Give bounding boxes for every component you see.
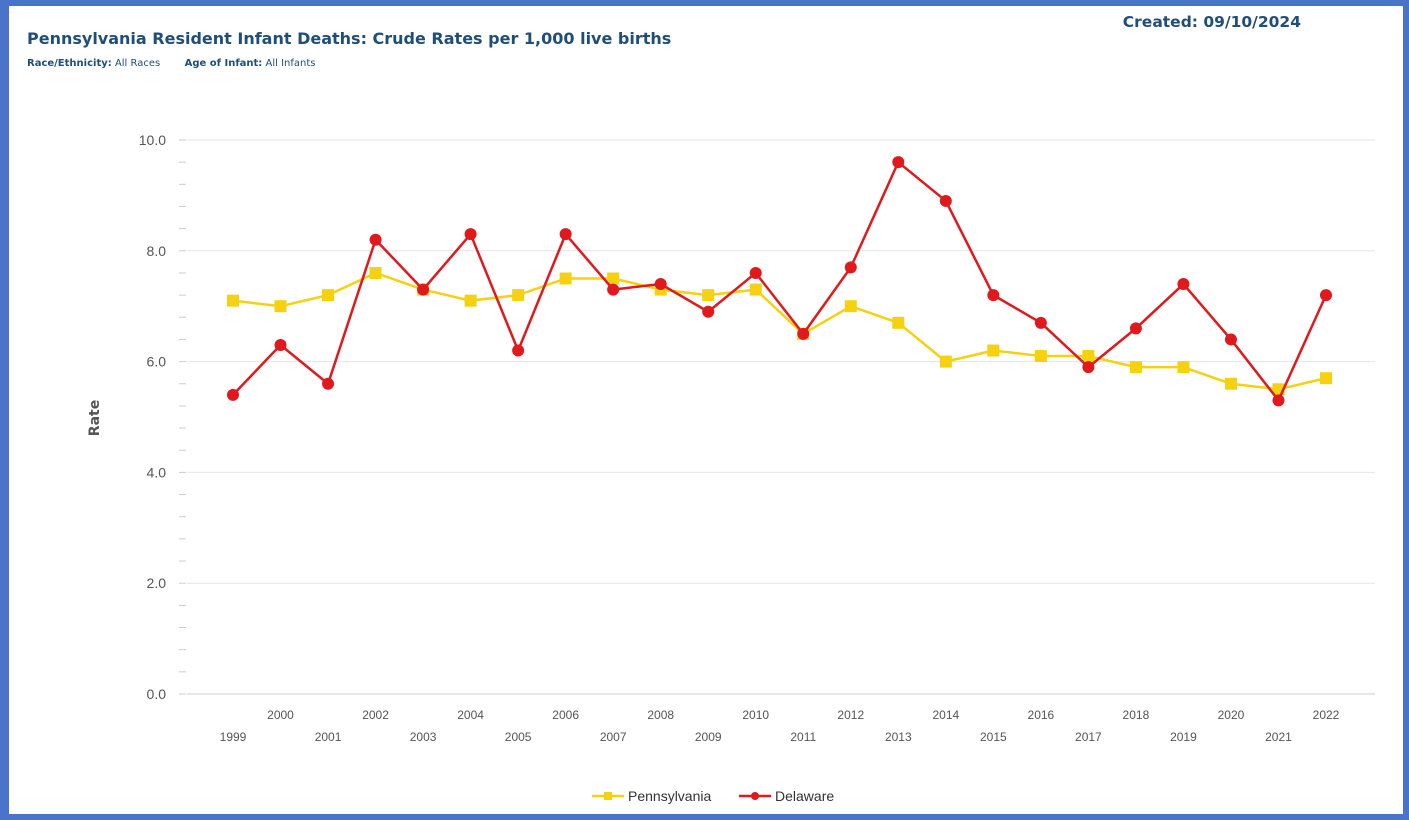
data-point[interactable]	[892, 156, 905, 169]
data-point[interactable]	[1129, 322, 1142, 335]
data-point[interactable]	[1320, 372, 1332, 385]
x-tick-label: 2000	[267, 708, 294, 722]
x-tick-label: 2005	[505, 730, 532, 744]
data-point[interactable]	[1224, 377, 1237, 390]
data-point[interactable]	[1224, 333, 1237, 346]
legend-label: Pennsylvania	[628, 788, 711, 804]
data-point[interactable]	[1082, 350, 1095, 363]
data-point[interactable]	[1082, 361, 1095, 374]
x-tick-label: 2013	[885, 730, 912, 744]
data-point[interactable]	[227, 388, 239, 401]
data-point[interactable]	[702, 305, 715, 318]
x-tick-label: 2019	[1170, 730, 1197, 744]
data-point[interactable]	[749, 283, 762, 296]
legend[interactable]: Pennsylvania Delaware	[592, 788, 834, 804]
x-tick-label: 2020	[1218, 708, 1245, 722]
legend-label: Delaware	[775, 788, 834, 804]
data-point[interactable]	[417, 283, 430, 296]
y-tick-label: 2.0	[147, 575, 167, 591]
data-point[interactable]	[702, 289, 715, 302]
series-layer	[227, 156, 1332, 407]
data-point[interactable]	[1272, 394, 1285, 407]
data-point[interactable]	[1177, 278, 1190, 291]
x-tick-label: 2011	[790, 730, 816, 744]
series-delaware	[227, 156, 1332, 407]
legend-item-delaware[interactable]: Delaware	[739, 788, 834, 804]
data-point[interactable]	[559, 272, 572, 285]
series-line	[232, 160, 1328, 402]
data-point[interactable]	[322, 289, 335, 302]
data-point[interactable]	[844, 300, 857, 313]
data-point[interactable]	[1034, 316, 1047, 329]
y-tick-label: 6.0	[147, 354, 167, 370]
y-axis-title: Rate	[87, 400, 103, 436]
x-tick-label: 2008	[647, 708, 674, 722]
x-tick-label: 2009	[695, 730, 722, 744]
y-tick-label: 8.0	[147, 243, 167, 259]
data-point[interactable]	[1320, 289, 1332, 302]
x-tick-label: 2010	[742, 708, 769, 722]
y-tick-label: 0.0	[147, 686, 167, 702]
data-point[interactable]	[1034, 350, 1047, 363]
data-point[interactable]	[369, 233, 382, 246]
x-tick-label: 2017	[1075, 730, 1102, 744]
x-tick-label: 2001	[315, 730, 342, 744]
data-point[interactable]	[654, 278, 667, 291]
filter-race-value: All Races	[114, 58, 161, 69]
x-tick-label: 2014	[932, 708, 959, 722]
grid-layer	[187, 139, 1375, 695]
data-point[interactable]	[939, 355, 952, 368]
axis-layer: 0.0 2.0 4.0 6.0 8.0 10.0 1999 2000 2001 2002 2003 2…	[139, 132, 1375, 744]
data-point[interactable]	[987, 289, 1000, 302]
filter-age-label: Age of Infant:	[184, 58, 263, 69]
x-tick-label: 2003	[410, 730, 437, 744]
data-point[interactable]	[987, 344, 1000, 357]
filter-race-label: Race/Ethnicity:	[27, 58, 112, 69]
x-tick-label: 2022	[1313, 708, 1340, 722]
x-tick-label: 2015	[980, 730, 1007, 744]
data-point[interactable]	[559, 228, 572, 241]
data-point[interactable]	[892, 316, 905, 329]
created-date: Created: 09/10/2024	[1122, 13, 1301, 31]
x-tick-label: 2004	[457, 708, 484, 722]
data-point[interactable]	[512, 289, 525, 302]
data-point[interactable]	[274, 338, 287, 351]
y-tick-label: 4.0	[147, 464, 167, 480]
x-tick-label: 2018	[1123, 708, 1150, 722]
data-point[interactable]	[1129, 361, 1142, 374]
data-point[interactable]	[227, 294, 239, 307]
x-tick-label: 2016	[1028, 708, 1055, 722]
x-tick-label: 2021	[1265, 730, 1292, 744]
data-point[interactable]	[607, 283, 620, 296]
x-tick-label: 2012	[837, 708, 864, 722]
chart-title: Pennsylvania Resident Infant Deaths: Cru…	[27, 29, 672, 48]
data-point[interactable]	[607, 272, 620, 285]
data-point[interactable]	[939, 194, 952, 207]
legend-marker	[751, 792, 759, 800]
data-point[interactable]	[464, 294, 477, 307]
x-tick-label: 2006	[552, 708, 579, 722]
data-point[interactable]	[512, 344, 525, 357]
data-point[interactable]	[844, 261, 857, 274]
data-point[interactable]	[369, 266, 382, 279]
data-point[interactable]	[1177, 361, 1190, 374]
data-point[interactable]	[322, 377, 335, 390]
data-point[interactable]	[797, 327, 810, 340]
x-tick-label: 2002	[362, 708, 389, 722]
data-point[interactable]	[464, 228, 477, 241]
filter-age-value: All Infants	[265, 58, 316, 69]
series-pennsylvania	[227, 266, 1332, 396]
x-tick-label: 2007	[600, 730, 627, 744]
y-tick-label: 10.0	[139, 132, 166, 148]
data-point[interactable]	[749, 266, 762, 279]
data-point[interactable]	[274, 300, 287, 313]
series-line	[232, 271, 1327, 391]
legend-marker	[604, 792, 612, 800]
filter-subtitle: Race/Ethnicity: All Races Age of Infant:…	[27, 58, 315, 69]
x-tick-label: 1999	[220, 730, 247, 744]
legend-item-pennsylvania[interactable]: Pennsylvania	[592, 788, 711, 804]
